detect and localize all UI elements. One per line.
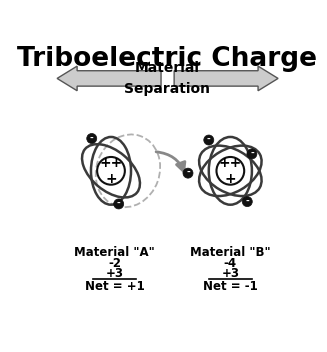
Text: Triboelectric Charge: Triboelectric Charge bbox=[17, 46, 317, 72]
Circle shape bbox=[183, 168, 193, 178]
Text: -2: -2 bbox=[108, 257, 121, 270]
Text: Material "A": Material "A" bbox=[75, 246, 155, 258]
Circle shape bbox=[247, 149, 257, 159]
Text: ++
+: ++ + bbox=[99, 156, 123, 186]
Circle shape bbox=[216, 157, 244, 185]
Text: -: - bbox=[250, 149, 254, 158]
Circle shape bbox=[87, 133, 97, 144]
Text: +3: +3 bbox=[221, 267, 239, 280]
Text: +3: +3 bbox=[106, 267, 124, 280]
Text: -: - bbox=[207, 135, 211, 144]
Text: Net = +1: Net = +1 bbox=[85, 280, 145, 293]
Circle shape bbox=[242, 197, 252, 207]
Text: Net = -1: Net = -1 bbox=[203, 280, 258, 293]
Text: -4: -4 bbox=[224, 257, 237, 270]
Text: Separation: Separation bbox=[124, 82, 210, 96]
Text: -: - bbox=[117, 199, 121, 208]
Text: Material "B": Material "B" bbox=[190, 246, 271, 258]
Circle shape bbox=[97, 157, 125, 185]
Text: -: - bbox=[186, 168, 190, 177]
Text: Material: Material bbox=[135, 61, 200, 75]
Text: ++
+: ++ + bbox=[219, 156, 242, 186]
FancyArrow shape bbox=[57, 66, 161, 91]
Circle shape bbox=[204, 135, 214, 145]
FancyArrow shape bbox=[174, 66, 278, 91]
FancyArrowPatch shape bbox=[156, 152, 185, 171]
Text: -: - bbox=[245, 197, 249, 206]
Circle shape bbox=[114, 199, 124, 209]
Text: -: - bbox=[90, 134, 94, 143]
